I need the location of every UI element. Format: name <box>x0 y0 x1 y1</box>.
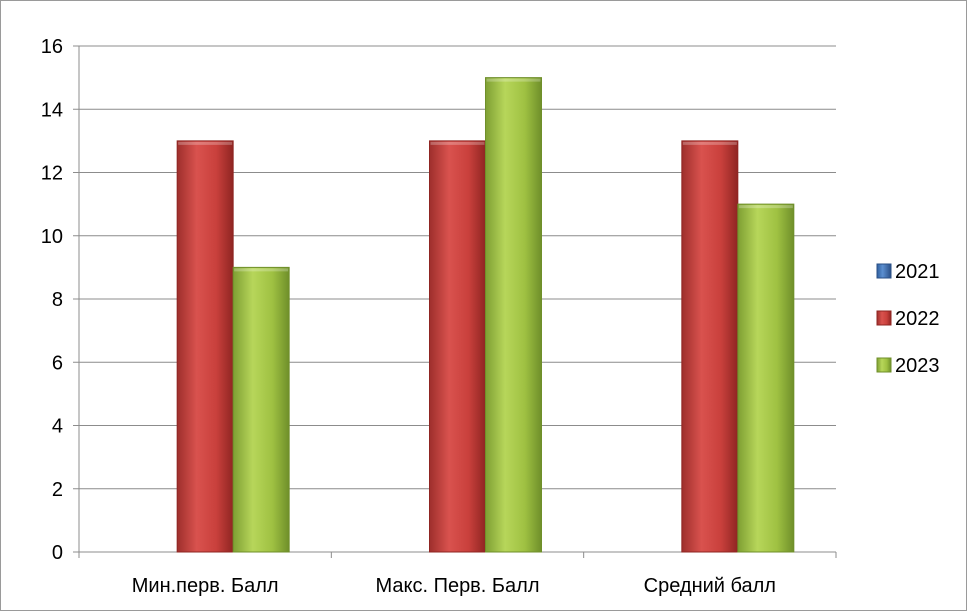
legend-label: 2021 <box>895 261 940 283</box>
bar-2023-1 <box>485 77 542 553</box>
x-tick-label: Мин.перв. Балл <box>132 575 279 597</box>
y-tick-label: 2 <box>52 479 63 501</box>
y-tick-label: 0 <box>52 542 63 564</box>
bar-highlight <box>178 141 233 145</box>
bar-highlight <box>486 78 541 82</box>
bars <box>176 77 795 553</box>
bar-2022-2 <box>681 140 739 553</box>
bar-2023-2 <box>737 203 795 553</box>
y-tick-label: 6 <box>52 352 63 374</box>
tick-labels: 0 2 4 6 8 10 12 14 16 Мин.перв. Балл Макс. Перв. Б… <box>41 36 776 597</box>
bar-highlight <box>738 205 793 209</box>
legend: 2021 2022 2023 <box>876 261 940 377</box>
bar-2022-0 <box>176 140 234 553</box>
legend-label: 2023 <box>895 355 940 377</box>
bar-highlight <box>430 141 485 145</box>
y-tick-label: 16 <box>41 36 63 58</box>
legend-swatch-2022 <box>876 310 892 326</box>
x-tick-label: Макс. Перв. Балл <box>375 575 539 597</box>
bar-highlight <box>682 141 737 145</box>
legend-label: 2022 <box>895 308 940 330</box>
y-tick-label: 10 <box>41 226 63 248</box>
bar-highlight <box>234 268 289 272</box>
y-tick-label: 14 <box>41 99 63 121</box>
bar-2023-0 <box>232 266 290 553</box>
legend-swatch-2021 <box>876 263 892 279</box>
y-tick-label: 4 <box>52 416 63 438</box>
y-tick-label: 12 <box>41 163 63 185</box>
legend-swatch-2023 <box>876 357 892 373</box>
bar-2022-1 <box>429 140 486 553</box>
y-tick-label: 8 <box>52 289 63 311</box>
x-tick-label: Средний балл <box>644 575 776 597</box>
